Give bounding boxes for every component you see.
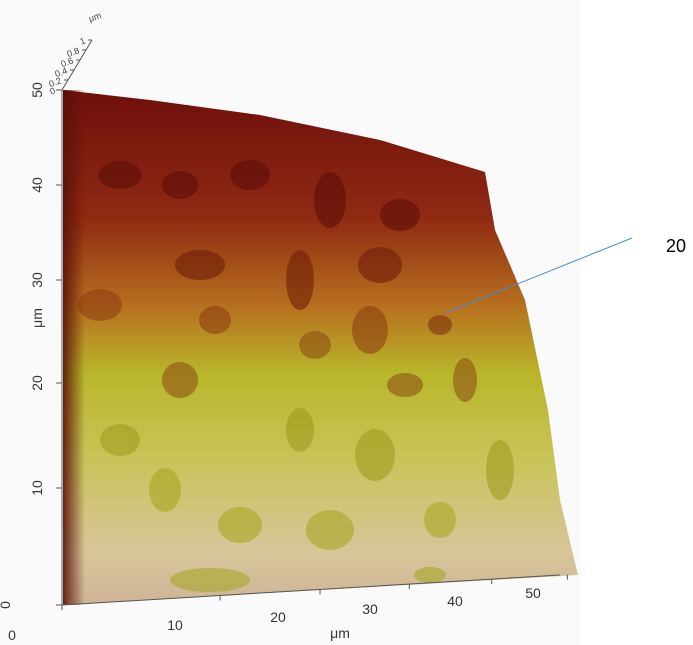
- x-tick-label: 40: [447, 593, 463, 609]
- pit: [424, 502, 456, 538]
- annotation-label: 20: [666, 236, 686, 256]
- pit: [149, 468, 181, 512]
- pit: [162, 362, 198, 398]
- y-tick-label: 0: [0, 601, 13, 609]
- x-axis-unit: μm: [330, 625, 350, 641]
- y-tick-label: 50: [29, 82, 45, 98]
- x-tick-label: 20: [270, 609, 286, 625]
- pit: [78, 289, 122, 321]
- pit: [428, 315, 452, 335]
- x-tick-label: 0: [8, 627, 16, 643]
- pit: [162, 171, 198, 199]
- y-axis-unit: μm: [29, 308, 45, 328]
- x-tick-label: 10: [167, 617, 183, 633]
- pit: [486, 440, 514, 500]
- x-tick-label: 30: [362, 601, 378, 617]
- pit: [175, 250, 225, 280]
- pit: [453, 358, 477, 402]
- pit: [387, 373, 423, 397]
- y-tick-label: 20: [29, 375, 45, 391]
- pit: [100, 424, 140, 456]
- pit: [98, 161, 142, 189]
- surface-edge: [63, 90, 85, 605]
- pit: [358, 247, 402, 283]
- pit: [355, 429, 395, 481]
- pit: [352, 306, 388, 354]
- pit: [286, 250, 314, 310]
- pit: [414, 567, 446, 583]
- pit: [170, 568, 250, 592]
- pit: [286, 408, 314, 452]
- pit: [199, 306, 231, 334]
- page: {"z_axis": {"unit": "μm", "ticks": [1, 0…: [0, 0, 693, 645]
- pit: [230, 160, 270, 190]
- pit: [218, 507, 262, 543]
- pit: [299, 331, 331, 359]
- x-tick-label: 50: [525, 585, 541, 601]
- y-tick-label: 10: [29, 480, 45, 496]
- figure: μm 10.80.60.40.20 01020304050 0102030405…: [0, 0, 693, 645]
- y-tick-label: 30: [29, 272, 45, 288]
- pit: [314, 172, 346, 228]
- y-tick-label: 40: [29, 177, 45, 193]
- pit: [380, 199, 420, 231]
- pit: [306, 510, 354, 550]
